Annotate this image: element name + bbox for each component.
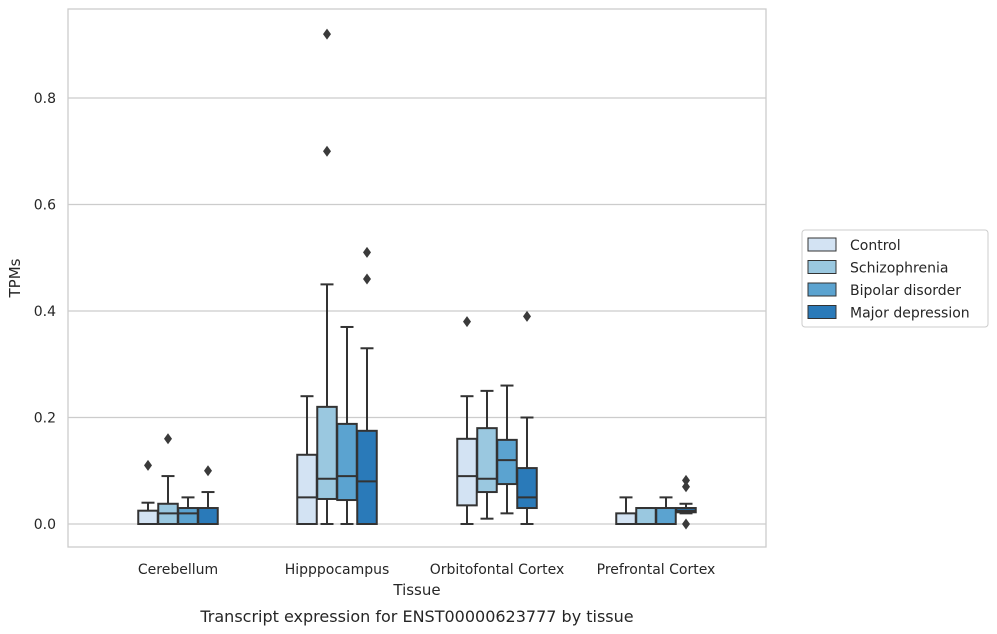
box	[316, 405, 338, 500]
y-tick-label: 0.2	[34, 411, 56, 427]
box	[137, 509, 159, 525]
outlier-point	[323, 145, 331, 157]
box	[336, 422, 358, 502]
box	[655, 507, 677, 525]
box-group	[496, 384, 518, 515]
legend-label: Schizophrenia	[850, 261, 948, 277]
outlier-point	[682, 474, 690, 486]
outlier-point	[682, 481, 690, 493]
box	[296, 453, 318, 525]
box	[516, 467, 538, 510]
box	[456, 437, 478, 507]
box-group	[177, 496, 199, 525]
box	[177, 507, 199, 525]
x-axis-label: Tissue	[392, 581, 440, 599]
box-group	[296, 395, 318, 525]
chart-caption: Transcript expression for ENST0000062377…	[199, 607, 633, 626]
legend-swatch	[807, 282, 837, 297]
y-tick-label: 0.0	[34, 517, 56, 533]
outlier-point	[144, 459, 152, 471]
y-axis-label: TPMs	[6, 258, 24, 298]
legend-swatch	[807, 237, 837, 252]
x-tick-label: Orbitofontal Cortex	[430, 562, 565, 578]
box	[356, 429, 378, 525]
box-group	[316, 28, 338, 525]
box-group	[675, 474, 697, 530]
box-group	[197, 465, 219, 525]
outlier-point	[363, 246, 371, 258]
box-group	[615, 496, 637, 525]
box-group	[157, 433, 179, 526]
box-group	[476, 389, 498, 520]
grid-lines	[68, 97, 766, 525]
box-group	[655, 496, 677, 525]
x-tick-labels: Cerebellum Hipppocampus Orbitofontal Corte…	[138, 562, 715, 578]
box	[635, 507, 657, 525]
box-group	[356, 246, 378, 525]
legend-swatch	[807, 260, 837, 274]
outlier-point	[363, 273, 371, 285]
box	[615, 512, 637, 525]
box	[197, 507, 219, 525]
x-tick-label: Prefrontal Cortex	[597, 562, 716, 578]
x-tick-label: Hipppocampus	[285, 562, 390, 578]
plot-frame	[67, 8, 767, 548]
outlier-point	[164, 433, 172, 445]
y-tick-labels: 0.0 0.2 0.4 0.6 0.8	[34, 91, 56, 533]
box-group	[137, 459, 159, 525]
boxes	[137, 28, 697, 530]
outlier-point	[463, 316, 471, 328]
box-group	[336, 325, 358, 525]
legend-label: Major depression	[850, 306, 970, 322]
y-tick-label: 0.8	[34, 91, 56, 107]
box-group	[456, 316, 478, 525]
outlier-point	[682, 518, 690, 530]
outlier-point	[323, 28, 331, 40]
box	[496, 438, 518, 486]
legend-frame	[801, 229, 989, 328]
y-tick-label: 0.4	[34, 304, 56, 320]
x-tick-label: Cerebellum	[138, 562, 218, 578]
y-tick-label: 0.6	[34, 198, 56, 214]
legend: Control Schizophrenia Bipolar disorder Majo…	[801, 229, 989, 328]
outlier-point	[523, 310, 531, 322]
legend-label: Control	[850, 238, 901, 254]
box-group	[635, 507, 657, 525]
legend-swatch	[807, 305, 837, 319]
outlier-point	[204, 465, 212, 477]
legend-label: Bipolar disorder	[850, 283, 961, 299]
box	[476, 427, 498, 494]
box-group	[516, 310, 538, 525]
